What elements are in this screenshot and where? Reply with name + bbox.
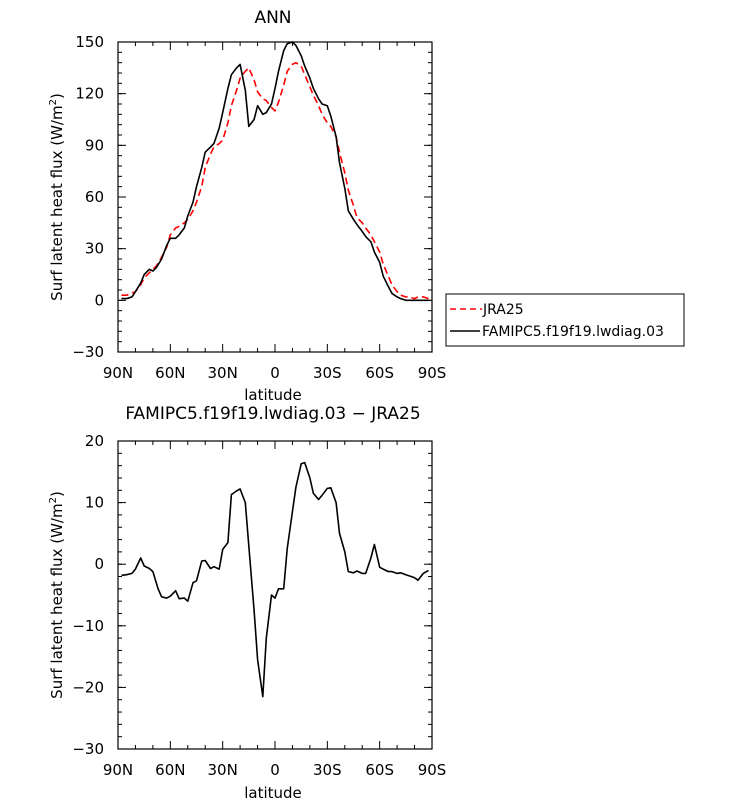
bottom-x-tick-label: 90N <box>103 761 133 779</box>
bottom-series-line-difference <box>121 461 429 698</box>
top-y-tick-label: 150 <box>75 33 104 51</box>
bottom-y-tick-label: −20 <box>72 678 104 696</box>
bottom-y-tick-label: 20 <box>85 432 104 450</box>
top-x-tick-label: 90S <box>418 364 447 382</box>
bottom-chart-panel: FAMIPC5.f19f19.lwdiag.03 − JRA25 90N 60N 3… <box>48 404 446 802</box>
bottom-x-tick-label: 60S <box>365 761 394 779</box>
top-y-tick-label: 30 <box>85 240 104 258</box>
top-series-line-jra25 <box>121 61 429 300</box>
top-x-axis-label: latitude <box>244 386 302 404</box>
bottom-y-tick-label: −30 <box>72 740 104 758</box>
bottom-x-tick-label: 60N <box>155 761 185 779</box>
bottom-series-group <box>121 461 429 698</box>
legend-label-jra25: JRA25 <box>482 302 524 318</box>
top-x-tick-labels: 90N 60N 30N 0 30S 60S 90S <box>103 364 446 382</box>
top-chart-panel: ANN 90N 60N 30N 0 30S 60S 90S −30 0 30 60 90 120 150… <box>48 8 685 404</box>
bottom-y-tick-label: 10 <box>85 494 104 512</box>
top-series-line-famipc5-f19f19-lwdiag-03 <box>121 41 429 302</box>
top-y-tick-label: 0 <box>94 291 104 309</box>
legend-box <box>445 293 685 347</box>
top-y-tick-label: 60 <box>85 188 104 206</box>
bottom-chart-title: FAMIPC5.f19f19.lwdiag.03 − JRA25 <box>125 404 420 424</box>
bottom-axis-ticks <box>117 440 433 750</box>
legend-label-famipc5: FAMIPC5.f19f19.lwdiag.03 <box>482 324 664 340</box>
bottom-y-axis-label: Surf latent heat flux (W/m2) <box>48 491 66 699</box>
bottom-x-tick-label: 30N <box>208 761 238 779</box>
top-x-tick-label: 60N <box>155 364 185 382</box>
top-y-tick-label: 120 <box>75 85 104 103</box>
top-x-tick-label: 60S <box>365 364 394 382</box>
bottom-y-tick-label: −10 <box>72 617 104 635</box>
bottom-x-tick-labels: 90N 60N 30N 0 30S 60S 90S <box>103 761 446 779</box>
top-x-tick-label: 90N <box>103 364 133 382</box>
bottom-y-tick-labels: −30 −20 −10 0 10 20 <box>72 432 104 758</box>
bottom-y-tick-label: 0 <box>94 555 104 573</box>
top-series-group <box>121 41 429 302</box>
bottom-x-axis-label: latitude <box>244 784 302 802</box>
top-x-tick-label: 30S <box>313 364 342 382</box>
top-y-tick-label: 90 <box>85 136 104 154</box>
top-axis-ticks <box>117 41 433 353</box>
bottom-plot-frame <box>117 440 433 750</box>
top-x-tick-label: 0 <box>270 364 280 382</box>
bottom-x-tick-label: 30S <box>313 761 342 779</box>
top-x-tick-label: 30N <box>208 364 238 382</box>
top-y-tick-label: −30 <box>72 343 104 361</box>
top-y-tick-labels: −30 0 30 60 90 120 150 <box>72 33 104 361</box>
legend: JRA25 FAMIPC5.f19f19.lwdiag.03 <box>445 293 685 347</box>
bottom-x-tick-label: 0 <box>270 761 280 779</box>
bottom-x-tick-label: 90S <box>418 761 447 779</box>
top-y-axis-label: Surf latent heat flux (W/m2) <box>48 93 66 301</box>
top-chart-title: ANN <box>254 8 291 28</box>
